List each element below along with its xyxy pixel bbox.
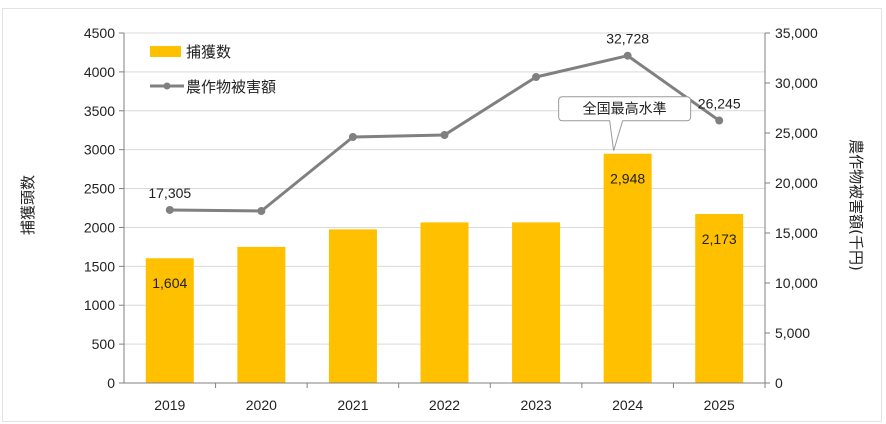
left-tick-label: 3500 xyxy=(84,103,115,119)
right-tick-label: 0 xyxy=(775,375,783,391)
x-tick-label: 2025 xyxy=(704,397,735,413)
line-point xyxy=(348,133,357,141)
x-tick-label: 2021 xyxy=(337,397,368,413)
bar-data-label: 2,948 xyxy=(610,171,645,187)
x-tick-label: 2019 xyxy=(154,397,185,413)
legend-swatch-marker xyxy=(163,82,171,90)
x-tick-label: 2020 xyxy=(246,397,277,413)
bar-data-label: 2,173 xyxy=(702,231,737,247)
bar xyxy=(328,229,377,383)
bar xyxy=(145,258,194,383)
callout-bubble xyxy=(558,96,692,151)
line-point xyxy=(165,205,174,214)
left-tick-label: 4500 xyxy=(84,25,115,41)
left-tick-label: 0 xyxy=(107,375,115,391)
right-tick-label: 30,000 xyxy=(775,75,818,91)
legend-swatch-bar xyxy=(150,46,181,57)
left-tick-label: 1000 xyxy=(84,297,115,313)
left-tick-label: 500 xyxy=(92,336,116,352)
line-data-label: 26,245 xyxy=(698,96,741,112)
right-tick-label: 35,000 xyxy=(775,25,818,41)
annotation-callout: 全国最高水準 xyxy=(558,96,692,151)
left-tick-label: 2000 xyxy=(84,219,115,235)
left-tick-label: 1500 xyxy=(84,258,115,274)
axes: 0 500 1000 1500 2000 2500 3000 3500 4000 4500 0 5,0… xyxy=(84,25,818,413)
line-point xyxy=(532,73,541,81)
line-series xyxy=(165,51,724,215)
line-point xyxy=(715,116,724,125)
line-data-label: 17,305 xyxy=(148,185,191,201)
right-tick-label: 20,000 xyxy=(775,175,818,191)
x-tick-label: 2022 xyxy=(429,397,460,413)
left-tick-label: 2500 xyxy=(84,181,115,197)
legend-label-line: 農作物被害額 xyxy=(186,78,276,96)
legend: 捕獲数 農作物被害額 xyxy=(150,43,276,96)
bar xyxy=(512,222,561,383)
legend-label-bar: 捕獲数 xyxy=(186,43,231,61)
left-tick-label: 3000 xyxy=(84,142,115,158)
bar xyxy=(695,213,744,383)
left-axis-title: 捕獲頭数 xyxy=(19,175,37,235)
left-tick-label: 4000 xyxy=(84,64,115,80)
right-tick-label: 10,000 xyxy=(775,275,818,291)
bar-data-label: 1,604 xyxy=(152,275,187,291)
line-data-label: 32,728 xyxy=(606,31,649,47)
bar xyxy=(237,246,286,383)
line-point xyxy=(440,131,449,139)
bar-series xyxy=(145,153,744,383)
combo-chart: 0 500 1000 1500 2000 2500 3000 3500 4000 4500 0 5,0… xyxy=(19,25,865,413)
x-tick-label: 2024 xyxy=(612,397,643,413)
grid-lines xyxy=(124,32,765,345)
right-tick-label: 5,000 xyxy=(775,325,810,341)
bar xyxy=(420,222,469,383)
callout-text: 全国最高水準 xyxy=(583,101,667,118)
data-labels: 1,604 2,948 2,173 17,305 32,728 26,245 xyxy=(148,31,740,292)
right-axis-title: 農作物被害額(千円) xyxy=(847,139,865,271)
line-point xyxy=(623,51,632,60)
right-tick-label: 25,000 xyxy=(775,125,818,141)
line-point xyxy=(257,207,266,215)
bar xyxy=(603,153,652,383)
x-tick-label: 2023 xyxy=(520,397,551,413)
chart-frame: 0 500 1000 1500 2000 2500 3000 3500 4000 4500 0 5,0… xyxy=(2,8,882,422)
right-tick-label: 15,000 xyxy=(775,225,818,241)
